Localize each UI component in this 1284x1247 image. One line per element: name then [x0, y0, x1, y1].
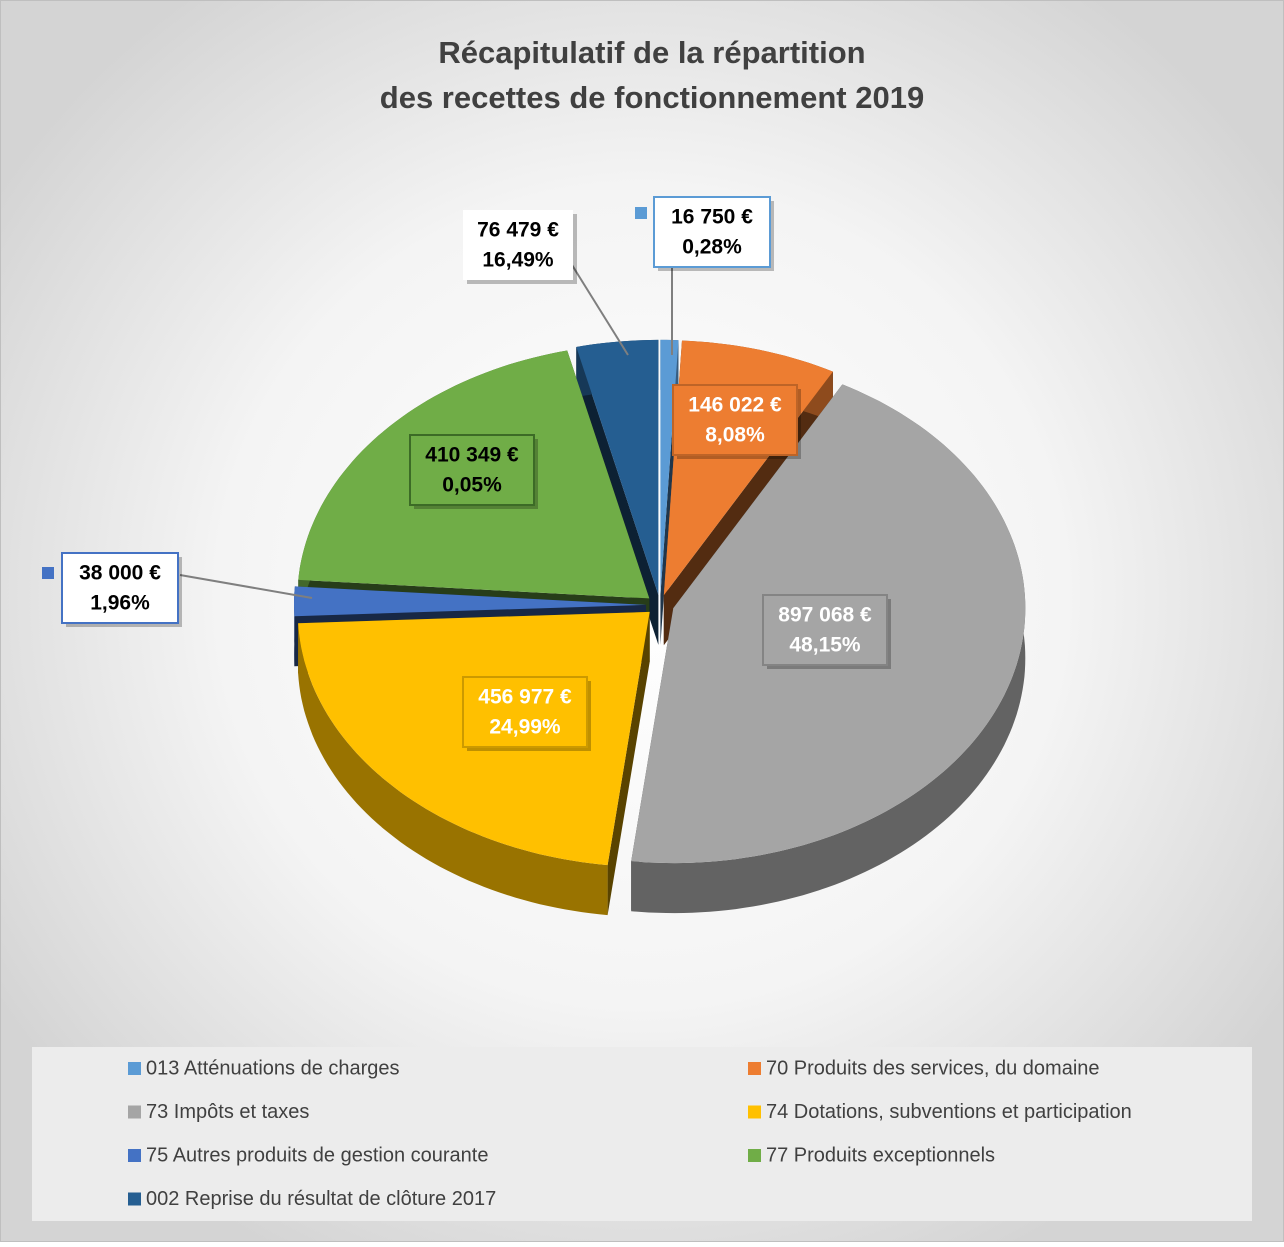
label-box: [672, 384, 798, 456]
legend-swatch: [128, 1149, 141, 1162]
legend-label: 002 Reprise du résultat de clôture 2017: [146, 1188, 496, 1210]
legend-swatch: [748, 1105, 761, 1119]
leader-line: [179, 574, 313, 599]
data-label: 0,05%: [442, 474, 502, 497]
data-label: 38 000 €: [79, 562, 161, 585]
slice: [576, 339, 659, 595]
legend-label: 74 Dotations, subventions et participati…: [766, 1101, 1132, 1123]
label-marker: [42, 567, 54, 579]
legend-swatch: [128, 1192, 141, 1206]
label-box: [61, 552, 179, 624]
data-label: 16,49%: [482, 249, 554, 272]
legend-label: 70 Produits des services, du domaine: [766, 1057, 1100, 1079]
legend-swatch: [128, 1105, 141, 1119]
label-box: [762, 594, 888, 666]
legend-swatch: [748, 1149, 761, 1162]
legend-label: 75 Autres produits de gestion courante: [146, 1144, 488, 1166]
data-label: 456 977 €: [478, 686, 572, 709]
data-label: 48,15%: [789, 634, 861, 657]
label-box: [463, 210, 573, 280]
label-marker: [635, 207, 647, 219]
legend-label: 013 Atténuations de charges: [146, 1057, 400, 1079]
data-label: 0,28%: [682, 236, 742, 259]
chart-title: Récapitulatif de la répartition: [438, 35, 865, 70]
slice: [294, 586, 646, 617]
legend-swatch: [128, 1062, 141, 1075]
data-label: 410 349 €: [425, 444, 519, 467]
slice-wall: [298, 623, 608, 916]
legend-swatch: [748, 1062, 761, 1075]
slice-side: [607, 611, 650, 916]
data-label: 1,96%: [90, 592, 150, 615]
legend: [32, 1047, 1252, 1221]
data-label: 8,08%: [705, 424, 765, 447]
label-box: [462, 676, 588, 748]
legend-label: 73 Impôts et taxes: [146, 1101, 309, 1123]
label-box: [409, 434, 535, 506]
data-label: 24,99%: [489, 716, 561, 739]
data-label: 897 068 €: [778, 604, 872, 627]
data-label: 76 479 €: [477, 219, 559, 242]
label-box: [653, 196, 771, 268]
legend-label: 77 Produits exceptionnels: [766, 1144, 995, 1166]
data-label: 16 750 €: [671, 206, 753, 229]
data-label: 146 022 €: [688, 394, 782, 417]
leader-line: [571, 264, 629, 356]
chart-title: des recettes de fonctionnement 2019: [380, 80, 924, 115]
